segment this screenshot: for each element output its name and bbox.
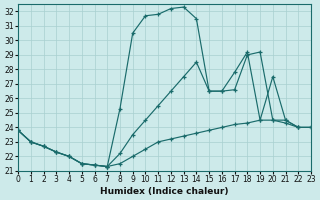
X-axis label: Humidex (Indice chaleur): Humidex (Indice chaleur) [100, 187, 229, 196]
